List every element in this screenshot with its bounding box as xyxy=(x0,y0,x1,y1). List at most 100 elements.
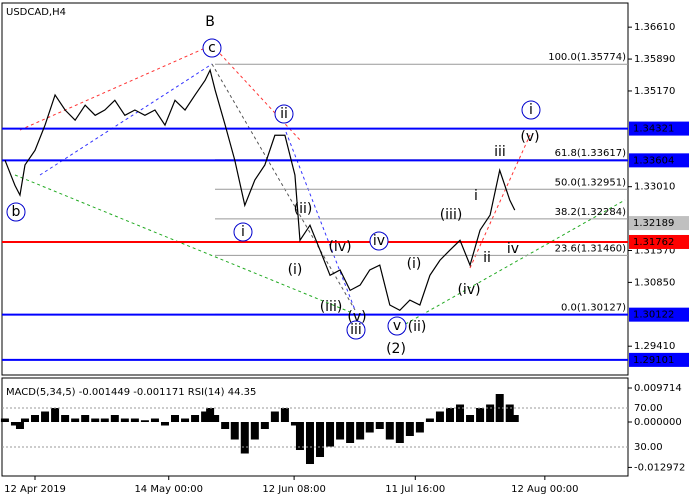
x-tick-label: 12 Aug 00:00 xyxy=(511,484,578,495)
macd-bar xyxy=(476,408,485,423)
macd-bar xyxy=(160,422,169,426)
macd-bar xyxy=(221,422,230,430)
wave-label: iv xyxy=(373,233,385,249)
wave-circle xyxy=(6,202,26,222)
indicator-panel xyxy=(1,377,629,477)
y2-tick-label: 70.00 xyxy=(634,403,663,414)
level-label: 1.34321 xyxy=(633,124,674,135)
wave-label: i xyxy=(241,224,245,240)
macd-bar xyxy=(456,404,465,423)
macd-bar xyxy=(466,415,475,423)
macd-bar xyxy=(510,415,519,423)
level-box xyxy=(629,352,689,367)
macd-bar xyxy=(71,418,80,423)
x-tick-label: 11 Jul 16:00 xyxy=(385,484,445,495)
fib-label: 61.8(1.33617) xyxy=(555,148,627,159)
macd-bar xyxy=(0,418,9,423)
macd-bar xyxy=(100,418,109,423)
wave-label: ii xyxy=(280,106,288,122)
wave-label: i xyxy=(529,102,533,118)
y-tick-label: 1.31570 xyxy=(634,245,675,256)
fib-label: 50.0(1.32951) xyxy=(555,177,627,188)
wave-label: ii xyxy=(483,250,491,266)
macd-bar xyxy=(445,408,454,423)
chart-title: USDCAD,H4 xyxy=(6,7,66,18)
wave-label: (i) xyxy=(407,256,422,272)
macd-bar xyxy=(395,422,404,444)
macd-bar xyxy=(206,408,215,423)
macd-bar xyxy=(130,418,139,423)
wave-label: i xyxy=(474,188,478,204)
wave-label: (iv) xyxy=(457,282,480,298)
y-tick-label: 1.33010 xyxy=(634,182,675,193)
macd-bar xyxy=(61,415,70,423)
macd-bar xyxy=(51,408,60,423)
fib-label: 0.0(1.30127) xyxy=(561,302,626,313)
macd-bar xyxy=(41,411,50,423)
macd-bar xyxy=(336,422,345,440)
macd-bar xyxy=(290,422,299,426)
y-tick-label: 1.29410 xyxy=(634,341,675,352)
level-label: 1.33604 xyxy=(633,155,674,166)
level-box xyxy=(629,307,689,322)
wave-circle xyxy=(274,104,294,124)
macd-bar xyxy=(110,415,119,423)
macd-bar xyxy=(305,422,314,465)
y-tick-label: -0.012972 xyxy=(634,462,685,473)
macd-bar xyxy=(326,422,335,447)
macd-bar xyxy=(346,422,355,444)
wave-circle xyxy=(202,38,222,58)
level-label: 1.30122 xyxy=(633,310,674,321)
level-box xyxy=(629,121,689,136)
x-tick-label: 12 Jun 08:00 xyxy=(262,484,326,495)
wave-circle xyxy=(233,222,253,242)
wave-label: iii xyxy=(350,322,362,338)
macd-bar xyxy=(10,422,19,426)
wave-label: iv xyxy=(507,241,519,257)
macd-bar xyxy=(211,415,220,423)
y-tick-label: 0.000000 xyxy=(634,417,682,428)
wave-circle xyxy=(387,316,407,336)
macd-bar xyxy=(201,411,210,423)
wave-label: (iii) xyxy=(440,207,463,223)
macd-bar xyxy=(375,422,384,430)
macd-bar xyxy=(316,422,325,458)
macd-bar xyxy=(505,404,514,423)
wave-label: (iii) xyxy=(320,299,343,315)
wave-circle xyxy=(346,320,366,340)
level-label: 1.31762 xyxy=(633,237,674,248)
wave-label: iii xyxy=(494,144,506,160)
macd-bar xyxy=(240,422,249,454)
macd-bar xyxy=(425,418,434,423)
macd-bar xyxy=(91,418,100,423)
level-box xyxy=(629,216,689,231)
macd-bar xyxy=(181,418,190,423)
price-line xyxy=(4,68,516,312)
y-tick-label: 1.35170 xyxy=(634,86,675,97)
macd-bar xyxy=(20,418,29,423)
macd-bar xyxy=(250,422,259,440)
wave-label: c xyxy=(208,40,216,56)
level-label: 1.29101 xyxy=(633,355,674,366)
macd-bar xyxy=(295,422,304,451)
level-box xyxy=(629,234,689,249)
macd-bar xyxy=(81,415,90,423)
macd-bar xyxy=(486,404,495,423)
x-tick-label: 14 May 00:00 xyxy=(134,484,203,495)
macd-bar xyxy=(280,408,289,423)
macd-bar xyxy=(191,415,200,423)
fib-label: 23.6(1.31460) xyxy=(555,243,627,254)
wave-label: (iv) xyxy=(328,239,351,255)
y-tick-label: 1.36610 xyxy=(634,22,675,33)
wave-label: (v) xyxy=(347,309,366,325)
x-tick-label: 12 Apr 2019 xyxy=(4,484,66,495)
macd-bar xyxy=(385,422,394,440)
y-tick-label: 1.35890 xyxy=(634,54,675,65)
macd-bar xyxy=(365,422,374,433)
macd-bar xyxy=(435,411,444,423)
wave-label: (v) xyxy=(520,129,539,145)
macd-bar xyxy=(15,422,24,430)
level-label: 1.32189 xyxy=(633,218,674,229)
macd-bar xyxy=(356,422,365,440)
